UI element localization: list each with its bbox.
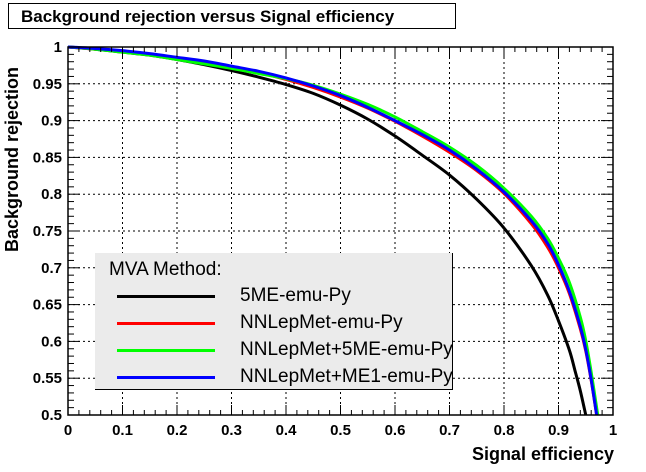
legend-swatch-0	[117, 295, 215, 298]
y-tick-label: 0.5	[41, 407, 62, 424]
y-tick-label: 0.6	[41, 333, 62, 350]
x-tick-label: 0.3	[221, 422, 242, 439]
y-tick-label: 0.8	[41, 186, 62, 203]
legend-entry-0: 5ME-emu-Py	[95, 285, 452, 307]
x-tick-label: 0.4	[276, 422, 298, 439]
legend-entry-2: NNLepMet+5ME-emu-Py	[95, 339, 453, 361]
x-tick-label: 0.7	[439, 422, 460, 439]
x-tick-label: 1	[609, 422, 617, 439]
y-tick-label: 0.95	[33, 76, 62, 93]
y-tick-labels: 0.5 0.55 0.6 0.65 0.7 0.75 0.8 0.85 0.9 0.95 1	[33, 39, 62, 424]
y-tick-label: 0.7	[41, 260, 62, 277]
y-tick-label: 0.55	[33, 370, 62, 387]
x-tick-label: 0	[64, 422, 72, 439]
legend: MVA Method: 5ME-emu-Py NNLepMet-emu-Py N…	[95, 253, 453, 390]
y-tick-label: 1	[54, 39, 62, 56]
chart-title: Background rejection versus Signal effic…	[8, 3, 456, 29]
y-axis-label: Background rejection	[2, 66, 22, 252]
legend-swatch-2	[117, 349, 215, 352]
x-tick-label: 0.6	[385, 422, 406, 439]
axis-ticks	[67, 46, 614, 416]
legend-swatch-3	[117, 376, 215, 379]
legend-label-1: NNLepMet-emu-Py	[240, 312, 403, 333]
x-axis-label: Signal efficiency	[471, 444, 614, 464]
series-line-3	[67, 45, 599, 416]
series-line-2	[67, 45, 600, 416]
series-curves	[67, 45, 600, 416]
x-tick-label: 0.5	[330, 422, 351, 439]
x-tick-label: 0.1	[112, 422, 133, 439]
x-tick-labels: 0 0.1 0.2 0.3 0.4 0.5 0.6 0.7 0.8 0.9 1	[64, 422, 617, 439]
legend-label-2: NNLepMet+5ME-emu-Py	[240, 339, 453, 360]
y-tick-label: 0.9	[41, 113, 62, 130]
x-tick-label: 0.9	[548, 422, 569, 439]
y-tick-label: 0.75	[33, 223, 62, 240]
legend-header: MVA Method:	[109, 259, 222, 280]
legend-entry-3: NNLepMet+ME1-emu-Py	[95, 366, 453, 388]
legend-label-0: 5ME-emu-Py	[240, 285, 351, 306]
y-tick-label: 0.65	[33, 297, 62, 314]
legend-swatch-1	[117, 322, 215, 325]
legend-entry-1: NNLepMet-emu-Py	[95, 312, 452, 334]
y-tick-label: 0.85	[33, 149, 62, 166]
legend-label-3: NNLepMet+ME1-emu-Py	[240, 366, 453, 387]
x-tick-label: 0.2	[167, 422, 188, 439]
x-tick-label: 0.8	[494, 422, 515, 439]
